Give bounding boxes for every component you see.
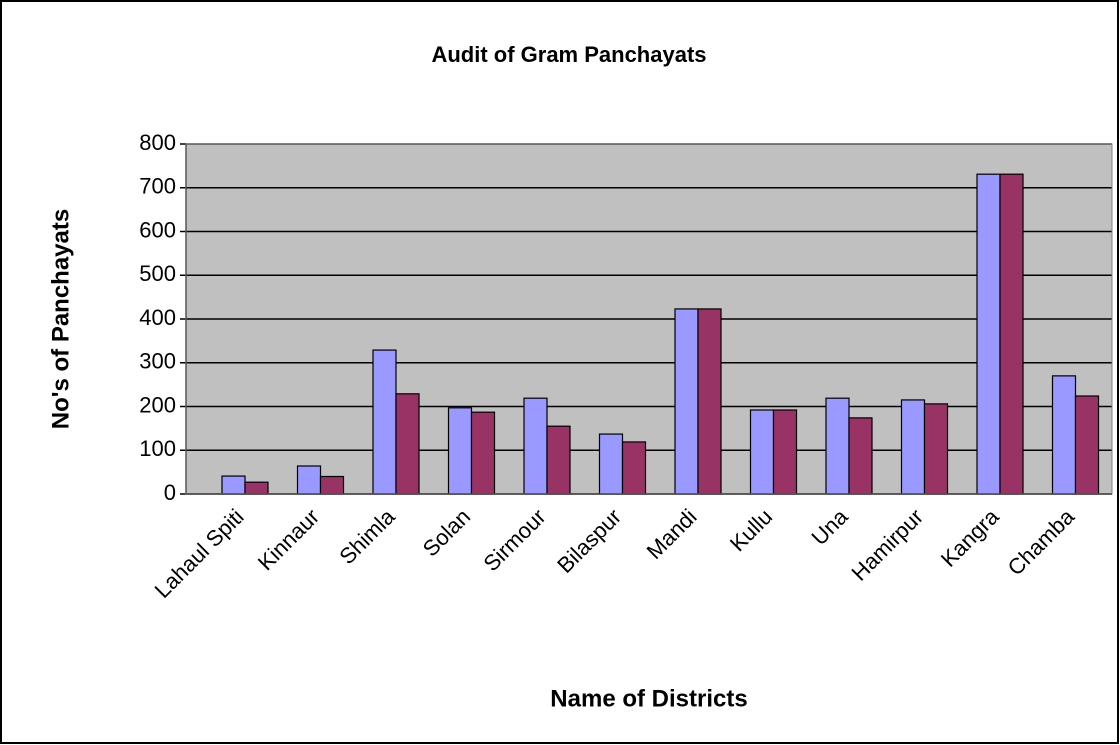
- bar: [900, 399, 926, 495]
- y-tick-label: 100: [139, 436, 176, 461]
- y-tick-label: 400: [139, 305, 176, 330]
- bar: [470, 411, 496, 495]
- bar: [395, 393, 420, 495]
- bar: [749, 409, 775, 495]
- y-tick-label: 700: [139, 174, 176, 199]
- y-tick-label: 300: [139, 349, 176, 374]
- bar: [923, 403, 949, 495]
- y-tick-label: 800: [139, 130, 176, 155]
- bar: [621, 441, 647, 495]
- y-tick-label: 200: [139, 392, 176, 417]
- y-tick-label: 500: [139, 261, 176, 286]
- y-tick-label: 0: [164, 480, 176, 505]
- bar: [825, 397, 850, 495]
- bar: [848, 417, 873, 495]
- bar: [598, 433, 624, 495]
- bar: [546, 425, 571, 495]
- plot-border: [185, 143, 1113, 495]
- bar: [447, 407, 473, 495]
- bar: [1074, 395, 1100, 495]
- bar: [999, 173, 1024, 495]
- bar: [523, 397, 548, 495]
- bar: [319, 475, 345, 495]
- bar: [296, 465, 322, 495]
- bar: [976, 173, 1001, 495]
- chart-title: Audit of Gram Panchayats: [431, 42, 706, 67]
- bar: [772, 409, 798, 495]
- bar: [244, 481, 269, 495]
- y-axis-title: No's of Panchayats: [47, 209, 74, 429]
- bar: [674, 308, 699, 495]
- y-tick-label: 600: [139, 217, 176, 242]
- bar: [221, 475, 246, 495]
- x-axis-title: Name of Districts: [550, 685, 747, 712]
- bar: [372, 349, 397, 495]
- bar: [697, 308, 722, 495]
- bar: [1051, 375, 1077, 495]
